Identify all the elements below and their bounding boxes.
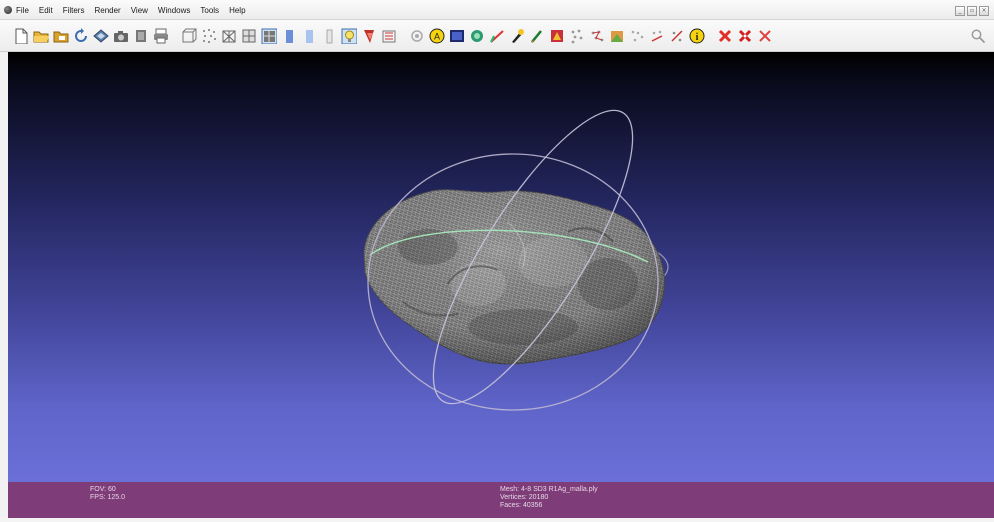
app-logo-icon xyxy=(4,6,12,14)
annotation-icon[interactable]: A xyxy=(428,28,445,45)
reload-icon[interactable] xyxy=(72,28,89,45)
menu-render[interactable]: Render xyxy=(94,5,121,15)
viewport-canvas[interactable] xyxy=(8,52,994,482)
target-icon[interactable] xyxy=(408,28,425,45)
align-icon[interactable] xyxy=(628,28,645,45)
backface-icon[interactable] xyxy=(360,28,377,45)
info-icon[interactable]: i xyxy=(688,28,705,45)
trackball-ring-vertical xyxy=(367,153,659,411)
save-mesh-icon[interactable] xyxy=(92,28,109,45)
status-bar: FOV: 60 FPS: 125.0 Mesh: 4-8 SD3 R1Ag_ma… xyxy=(8,482,994,518)
left-margin xyxy=(0,52,8,518)
trackball-ring-horizontal xyxy=(369,229,649,263)
light-icon[interactable] xyxy=(340,28,357,45)
delete-faces-icon[interactable] xyxy=(716,28,733,45)
mesh-model[interactable] xyxy=(363,189,666,365)
layer-icon[interactable] xyxy=(132,28,149,45)
vertices-label: Vertices: 20180 xyxy=(500,494,549,501)
smooth-shading-icon[interactable] xyxy=(300,28,317,45)
georef-icon[interactable] xyxy=(648,28,665,45)
raster-icon[interactable] xyxy=(668,28,685,45)
delete-selection-icon[interactable] xyxy=(756,28,773,45)
fov-label: FOV: 60 xyxy=(90,486,116,493)
menu-help[interactable]: Help xyxy=(229,5,246,15)
new-file-icon[interactable] xyxy=(12,28,29,45)
menu-file[interactable]: File xyxy=(16,5,29,15)
menu-filters[interactable]: Filters xyxy=(62,5,85,15)
restore-button[interactable]: ▫ xyxy=(967,6,977,16)
wireframe-icon[interactable] xyxy=(220,28,237,45)
measure-icon[interactable] xyxy=(488,28,505,45)
flat-shading-icon[interactable] xyxy=(280,28,297,45)
menu-view[interactable]: View xyxy=(130,5,148,15)
color-picker-icon[interactable] xyxy=(448,28,465,45)
snapshot-icon[interactable] xyxy=(112,28,129,45)
paint-icon[interactable] xyxy=(468,28,485,45)
menu-tools[interactable]: Tools xyxy=(200,5,220,15)
svg-text:A: A xyxy=(433,32,439,42)
fps-label: FPS: 125.0 xyxy=(90,494,126,501)
pick-points-icon[interactable] xyxy=(508,28,525,45)
menu-windows[interactable]: Windows xyxy=(157,5,191,15)
points-icon[interactable] xyxy=(200,28,217,45)
open-folder-icon[interactable] xyxy=(32,28,49,45)
svg-text:i: i xyxy=(695,32,698,43)
double-side-icon[interactable] xyxy=(380,28,397,45)
texture-icon[interactable] xyxy=(320,28,337,45)
mesh-name-label: Mesh: 4-8 SD3 R1Ag_malla.ply xyxy=(500,486,598,493)
menu-bar: File Edit Filters Render View Windows To… xyxy=(0,0,994,20)
faces-label: Faces: 40356 xyxy=(500,502,543,509)
select-area-icon[interactable] xyxy=(608,28,625,45)
print-icon[interactable] xyxy=(152,28,169,45)
minimize-button[interactable]: _ xyxy=(955,6,965,16)
bounding-box-icon[interactable] xyxy=(180,28,197,45)
brush-icon[interactable] xyxy=(528,28,545,45)
menu-edit[interactable]: Edit xyxy=(38,5,53,15)
trackball-ring-diagonal xyxy=(432,109,634,405)
select-faces-icon[interactable] xyxy=(548,28,565,45)
select-vertices-icon[interactable] xyxy=(568,28,585,45)
bottom-margin xyxy=(0,518,994,522)
open-project-icon[interactable] xyxy=(52,28,69,45)
3d-viewport[interactable] xyxy=(8,52,994,482)
search-icon[interactable] xyxy=(970,28,986,44)
delete-vertices-icon[interactable] xyxy=(736,28,753,45)
select-connected-icon[interactable] xyxy=(588,28,605,45)
close-button[interactable]: × xyxy=(979,6,989,16)
flat-lines-icon[interactable] xyxy=(260,28,277,45)
hidden-lines-icon[interactable] xyxy=(240,28,257,45)
